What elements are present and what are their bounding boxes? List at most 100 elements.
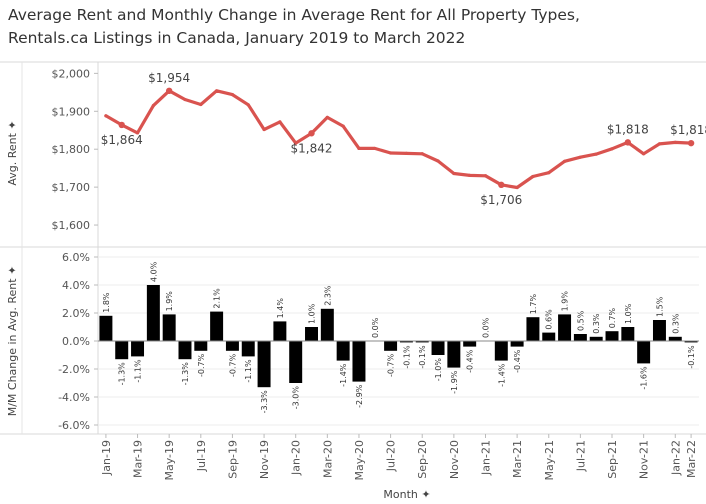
y-tick-label: 0.0% [62, 335, 90, 348]
y-tick-label: -4.0% [58, 391, 90, 404]
rent-data-point [436, 159, 440, 163]
rent-data-point [135, 131, 140, 135]
y-tick-label: 2.0% [62, 307, 90, 320]
bar-value-label: -2.9% [355, 384, 364, 408]
chart-title-line2: Rentals.ca Listings in Canada, January 2… [8, 29, 466, 47]
change-bar [431, 341, 445, 355]
rent-data-point [642, 152, 646, 156]
rent-annotated-point [308, 130, 315, 137]
change-bar [257, 341, 271, 388]
change-bar [668, 336, 682, 341]
x-tick-label: May-19 [163, 440, 176, 481]
change-bar [652, 320, 666, 341]
change-bar [494, 341, 508, 361]
rent-value-label: $1,954 [148, 71, 190, 85]
rent-data-point [547, 171, 551, 175]
change-bar [637, 341, 651, 364]
x-tick-label: Mar-19 [132, 440, 145, 478]
rent-annotated-point [165, 87, 173, 95]
x-tick-label: Jan-22 [669, 440, 682, 476]
y-tick-label: 6.0% [62, 251, 90, 264]
rent-value-label: $1,706 [480, 193, 522, 207]
rent-data-point [578, 155, 582, 159]
x-tick-label: Mar-20 [321, 440, 334, 478]
rent-data-point [420, 152, 424, 156]
rent-data-point [515, 185, 519, 190]
rent-data-point [562, 159, 567, 163]
rent-data-point [468, 173, 472, 177]
change-bar [384, 341, 398, 351]
x-tick-label: Sep-19 [226, 440, 239, 479]
change-bar [589, 336, 603, 341]
bar-value-label: 4.0% [149, 261, 158, 282]
change-bar [194, 341, 208, 351]
change-bar [273, 321, 287, 341]
rent-value-label: $1,818 [670, 123, 706, 137]
x-tick-label: Nov-20 [448, 440, 461, 479]
bar-value-label: -0.1% [418, 345, 427, 369]
x-tick-label: Jul-19 [195, 440, 208, 472]
rent-data-point [594, 152, 598, 156]
bar-value-label: 0.7% [608, 307, 617, 328]
y-tick-label: -6.0% [58, 419, 90, 432]
chart-title-line1: Average Rent and Monthly Change in Avera… [8, 6, 580, 24]
y-tick-label: $2,000 [52, 67, 91, 80]
rent-value-label: $1,818 [607, 122, 649, 136]
rent-data-point [262, 127, 266, 132]
change-bar [210, 311, 224, 341]
change-bar [399, 341, 413, 343]
change-bar [241, 341, 255, 357]
rent-data-point [404, 151, 409, 155]
bar-value-label: 2.1% [213, 288, 222, 309]
bar-value-label: 1.8% [102, 292, 111, 313]
x-tick-label: Nov-21 [638, 440, 651, 479]
rent-data-point [151, 104, 155, 108]
bar-value-label: 0.3% [592, 313, 601, 334]
change-bar [99, 315, 113, 341]
bar-value-label: 1.9% [165, 291, 174, 312]
rent-data-point [325, 115, 329, 119]
rent-data-point [230, 93, 235, 97]
bar-value-label: 0.5% [576, 310, 585, 331]
bar-value-label: 0.0% [371, 317, 380, 338]
bar-value-label: -1.0% [434, 358, 443, 382]
bar-value-label: -1.3% [181, 362, 190, 386]
bar-value-label: -1.4% [339, 363, 348, 387]
change-bar [146, 285, 160, 341]
rent-data-point [483, 174, 488, 178]
rent-value-label: $1,842 [291, 141, 333, 155]
rent-data-point [357, 146, 361, 151]
x-tick-label: Jan-20 [290, 440, 303, 476]
rent-data-point [278, 120, 282, 124]
rent-data-point [388, 151, 393, 155]
bar-value-label: -0.1% [687, 345, 696, 369]
change-bar [605, 331, 619, 341]
x-tick-label: Mar-22 [685, 440, 698, 478]
rent-data-point [373, 146, 377, 151]
bar-value-label: -0.4% [513, 349, 522, 373]
change-bar [289, 341, 303, 383]
rent-value-label: $1,864 [101, 133, 143, 147]
change-bar [447, 341, 461, 368]
y-tick-label: 4.0% [62, 279, 90, 292]
x-tick-label: Jul-21 [574, 440, 587, 472]
bar-value-label: -0.7% [387, 353, 396, 377]
change-bar [558, 314, 572, 341]
rent-data-point [452, 171, 456, 176]
y-axis-title: M/M Change in Avg. Rent ✦ [6, 266, 19, 417]
change-bar [573, 334, 587, 341]
bar-value-label: -0.1% [402, 345, 411, 369]
rent-annotated-point [687, 139, 695, 147]
y-tick-label: -2.0% [58, 363, 90, 376]
bar-value-label: -1.4% [497, 363, 506, 387]
change-bar [178, 341, 192, 360]
change-bar [352, 341, 366, 382]
y-tick-label: $1,800 [52, 143, 91, 156]
rent-data-point [673, 140, 677, 144]
bar-value-label: 0.0% [481, 317, 490, 338]
change-bar [684, 341, 698, 343]
change-bar [510, 341, 524, 347]
bar-value-label: 1.7% [529, 293, 538, 314]
rent-data-point [657, 142, 662, 146]
rent-data-point [104, 114, 108, 118]
